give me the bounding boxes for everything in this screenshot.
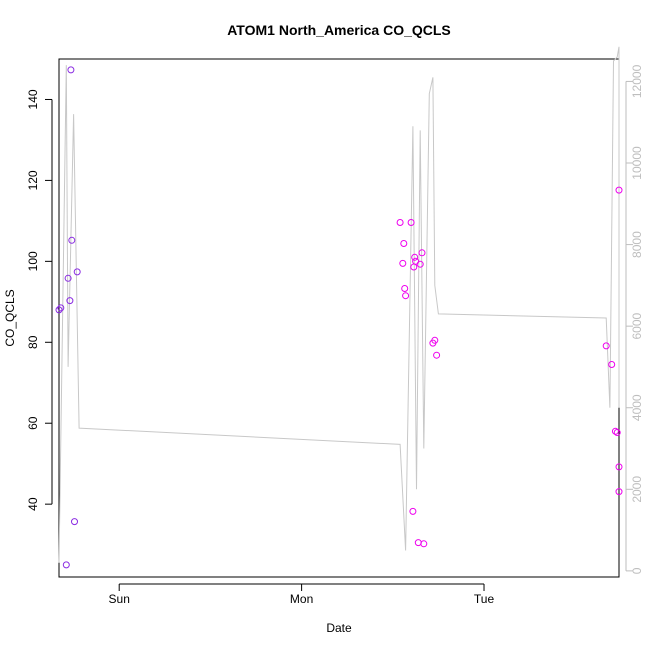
data-point	[73, 268, 81, 276]
data-point	[602, 342, 610, 350]
y2-tick-label: 4000	[630, 394, 644, 421]
data-point	[416, 260, 424, 268]
data-point	[615, 463, 623, 471]
data-point	[414, 539, 422, 547]
data-point	[62, 561, 70, 569]
data-point	[67, 66, 75, 74]
data-point	[400, 240, 408, 247]
x-tick-label: Tue	[474, 592, 495, 606]
x-axis: Sun Mon Tue	[109, 583, 495, 606]
data-point	[409, 507, 417, 515]
y2-tick-label: 10000	[630, 146, 644, 180]
data-point	[401, 285, 409, 292]
y-axis-right: 0 2000 4000 6000 8000 10000 12000	[625, 64, 644, 574]
chart-title: ATOM1 North_America CO_QCLS	[227, 22, 451, 38]
y-tick-label: 80	[26, 335, 40, 349]
points-layer	[55, 66, 623, 569]
data-point	[615, 186, 623, 194]
data-point	[418, 249, 426, 257]
data-point	[433, 351, 441, 359]
data-point	[611, 427, 619, 435]
data-point	[402, 292, 410, 300]
y-tick-label: 100	[26, 251, 40, 271]
data-point	[66, 297, 74, 305]
data-point	[407, 219, 415, 226]
data-point	[71, 518, 78, 526]
data-point	[608, 361, 616, 368]
series-line	[58, 46, 620, 563]
data-point	[55, 306, 63, 314]
data-point	[420, 540, 428, 548]
y2-tick-label: 8000	[630, 231, 644, 258]
data-point	[431, 336, 439, 344]
y-tick-label: 140	[26, 89, 40, 109]
y-tick-label: 40	[26, 497, 40, 511]
x-axis-label: Date	[326, 621, 352, 635]
y-tick-label: 120	[26, 170, 40, 190]
data-point	[396, 219, 404, 226]
y-axis-label: CO_QCLS	[3, 289, 17, 346]
data-point	[399, 259, 407, 267]
y-axis-left: 40 60 80 100 120 140	[26, 89, 53, 511]
y2-tick-label: 12000	[630, 64, 644, 98]
x-tick-label: Mon	[290, 592, 313, 606]
data-point	[613, 429, 621, 436]
y2-tick-label: 6000	[630, 312, 644, 339]
data-point	[57, 304, 65, 312]
x-tick-label: Sun	[109, 592, 130, 606]
data-point	[411, 253, 419, 261]
data-point	[64, 274, 72, 282]
line-layer	[58, 46, 620, 563]
y2-tick-label: 2000	[630, 476, 644, 503]
data-point	[68, 236, 76, 244]
y2-tick-label: 0	[630, 567, 644, 574]
data-point	[615, 488, 623, 496]
y-tick-label: 60	[26, 416, 40, 430]
plot-frame	[58, 58, 620, 578]
